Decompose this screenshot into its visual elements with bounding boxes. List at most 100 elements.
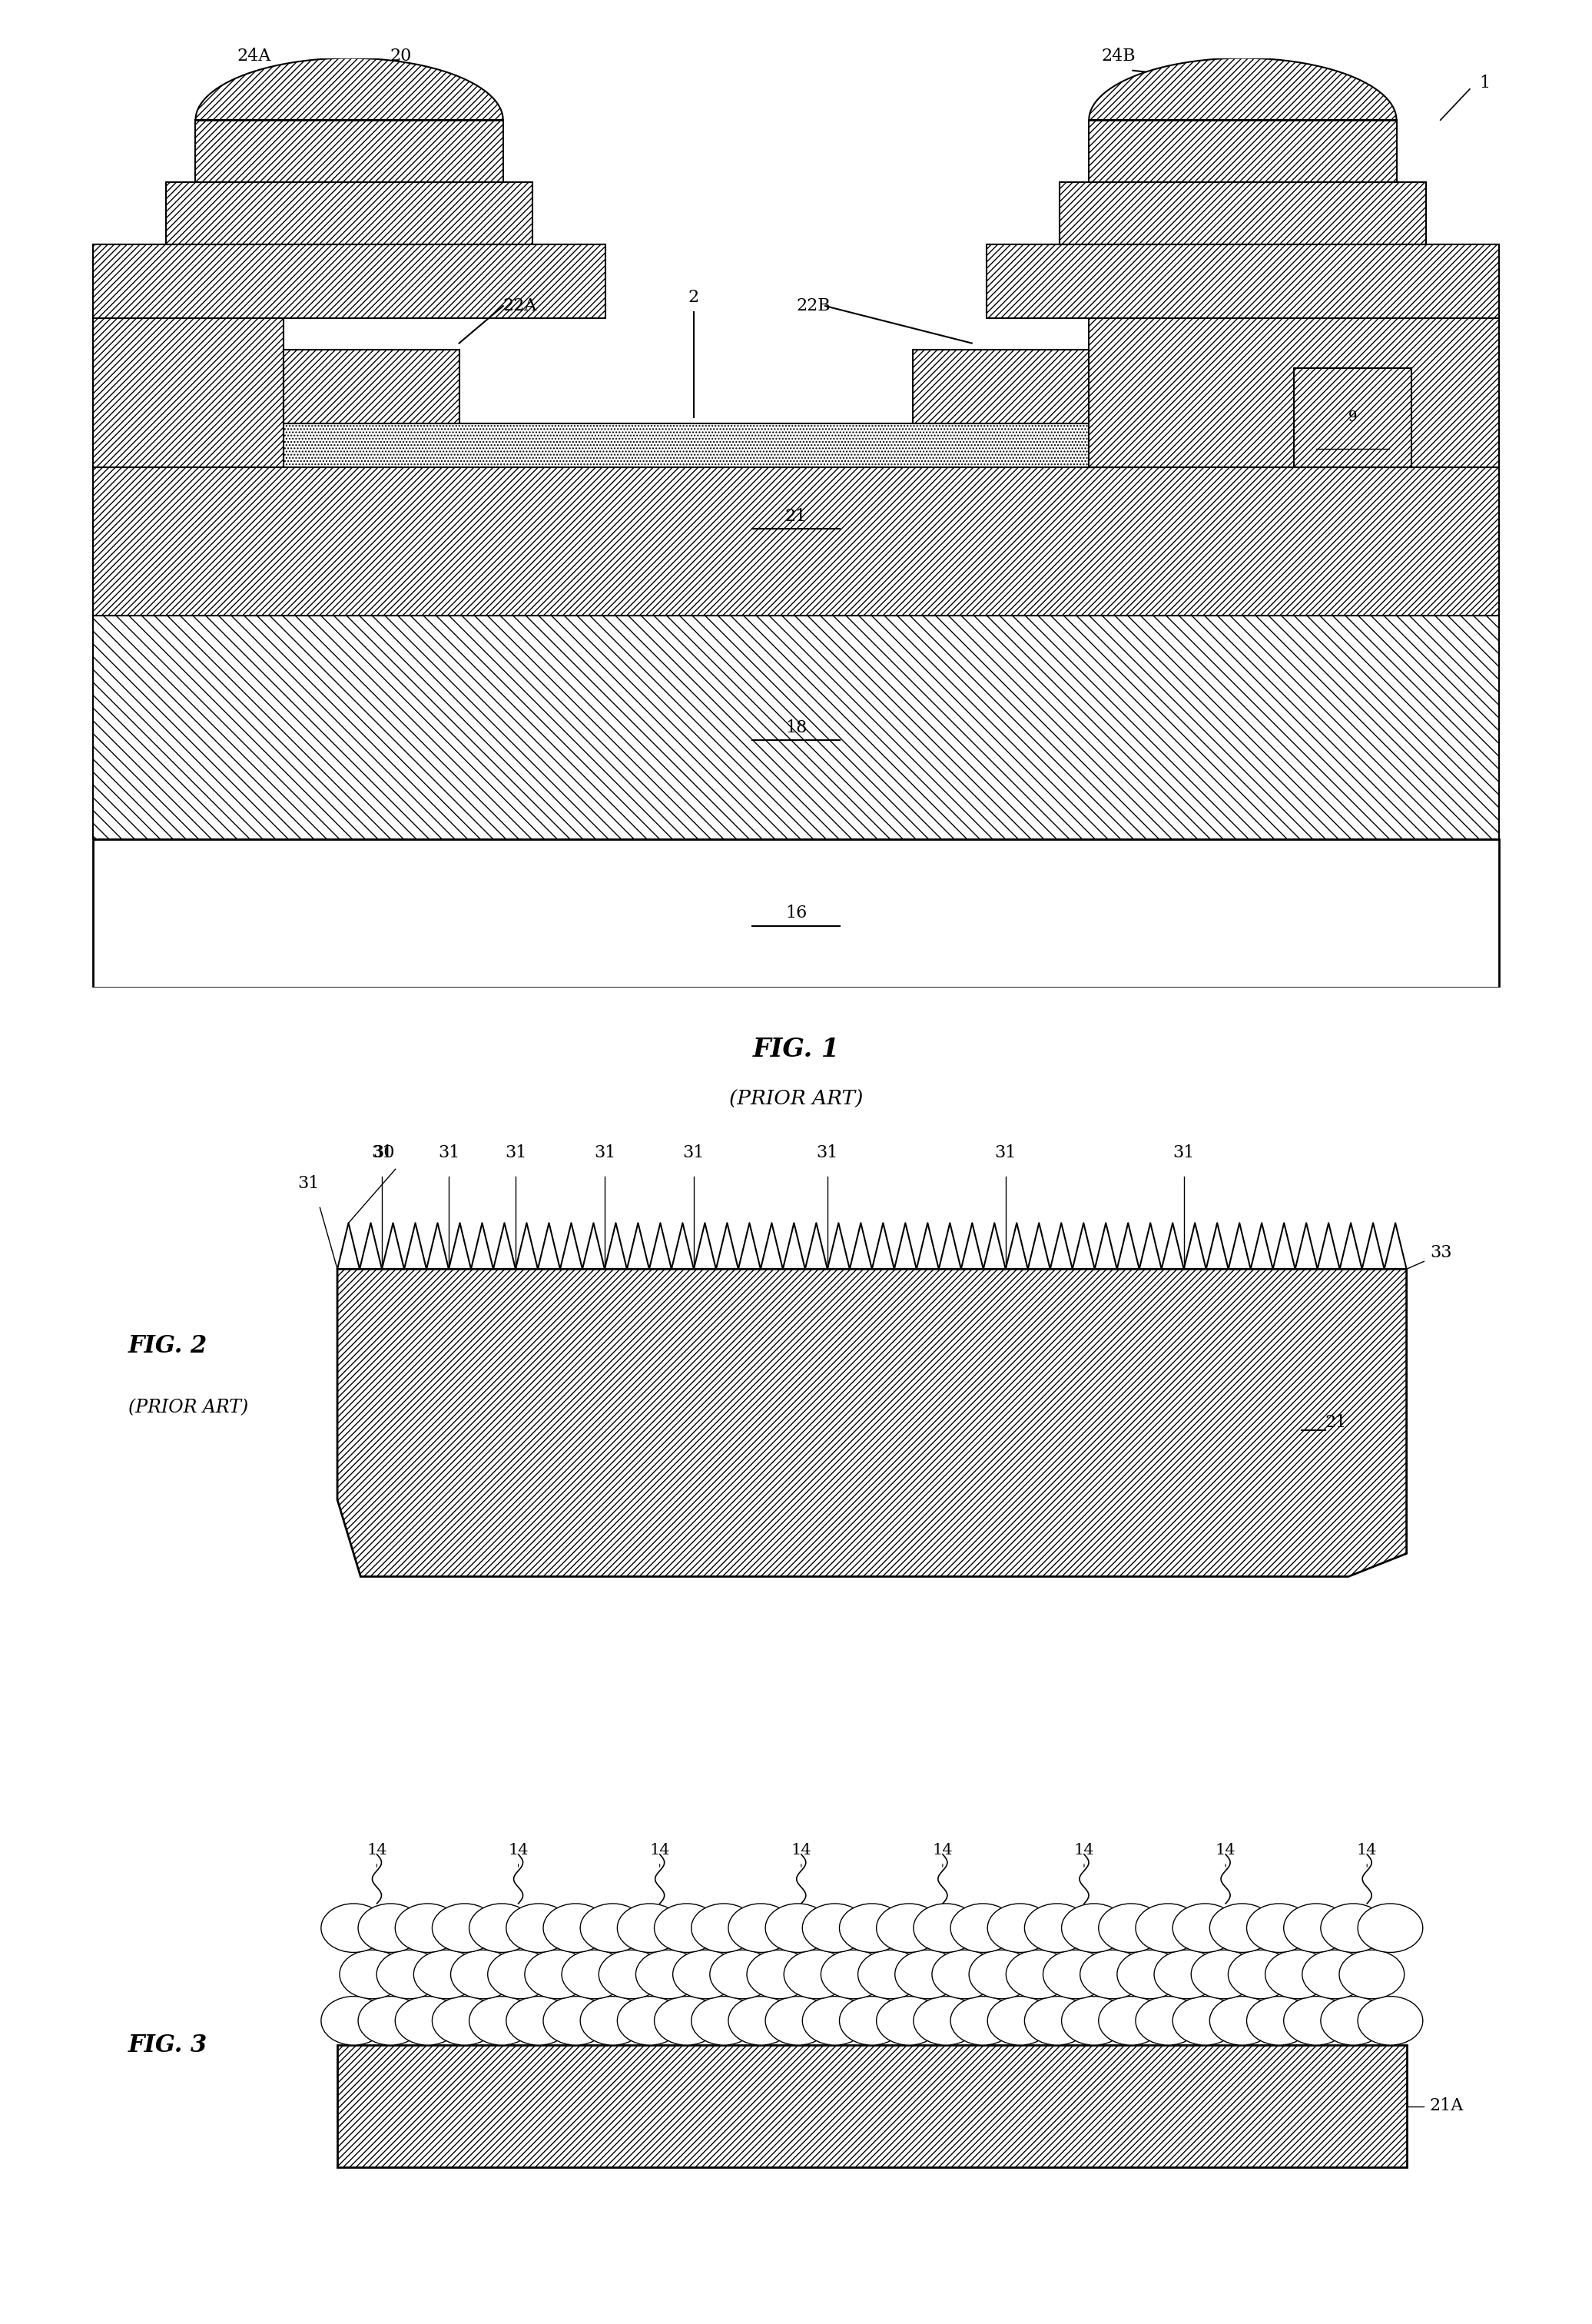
Circle shape [673, 1950, 737, 1999]
Circle shape [654, 1903, 720, 1952]
Circle shape [1321, 1996, 1385, 2045]
Circle shape [802, 1903, 868, 1952]
Circle shape [1358, 1996, 1423, 2045]
Text: 31: 31 [371, 1143, 393, 1162]
Text: 31: 31 [995, 1143, 1016, 1162]
Text: 1: 1 [1479, 74, 1490, 91]
Circle shape [766, 1996, 831, 2045]
Circle shape [1247, 1903, 1312, 1952]
Circle shape [1098, 1903, 1164, 1952]
Polygon shape [196, 58, 503, 121]
Circle shape [1302, 1950, 1368, 1999]
Circle shape [950, 1996, 1016, 2045]
Circle shape [728, 1996, 793, 2045]
Bar [338, 2045, 1407, 2166]
Circle shape [543, 1903, 608, 1952]
Circle shape [543, 1996, 608, 2045]
Text: 16: 16 [785, 904, 807, 923]
Circle shape [654, 1996, 720, 2045]
Text: 14: 14 [933, 1843, 954, 1857]
Circle shape [1266, 1950, 1331, 1999]
Circle shape [877, 1996, 941, 2045]
Circle shape [1135, 1903, 1200, 1952]
Text: 9: 9 [1348, 411, 1356, 425]
Text: 31: 31 [298, 1176, 318, 1192]
Circle shape [821, 1950, 887, 1999]
Circle shape [728, 1903, 793, 1952]
Circle shape [322, 1996, 387, 2045]
Circle shape [691, 1903, 756, 1952]
Bar [92, 318, 283, 467]
Circle shape [506, 1996, 572, 2045]
Circle shape [1062, 1903, 1127, 1952]
Circle shape [914, 1996, 979, 2045]
Circle shape [1118, 1950, 1183, 1999]
Text: 21A: 21A [1430, 2099, 1463, 2115]
Text: 31: 31 [1173, 1143, 1194, 1162]
Text: (PRIOR ART): (PRIOR ART) [129, 1399, 248, 1415]
Text: 14: 14 [508, 1843, 529, 1857]
Circle shape [1006, 1950, 1071, 1999]
Circle shape [339, 1950, 404, 1999]
Circle shape [451, 1950, 516, 1999]
Text: 14: 14 [1075, 1843, 1094, 1857]
Circle shape [525, 1950, 589, 1999]
Circle shape [1358, 1903, 1423, 1952]
Bar [92, 616, 1500, 839]
Text: FIG. 3: FIG. 3 [129, 2034, 207, 2057]
Circle shape [1283, 1996, 1348, 2045]
Circle shape [562, 1950, 627, 1999]
Circle shape [487, 1950, 552, 1999]
Circle shape [691, 1996, 756, 2045]
Circle shape [1062, 1996, 1127, 2045]
Text: 30: 30 [373, 1143, 395, 1162]
Polygon shape [1089, 58, 1396, 121]
Circle shape [1043, 1950, 1108, 1999]
Circle shape [1025, 1903, 1089, 1952]
Circle shape [506, 1903, 572, 1952]
Circle shape [877, 1903, 941, 1952]
Text: 22A: 22A [503, 297, 537, 314]
Circle shape [618, 1996, 683, 2045]
Text: (PRIOR ART): (PRIOR ART) [729, 1090, 863, 1109]
Circle shape [470, 1903, 535, 1952]
Bar [1294, 367, 1411, 467]
Text: 20: 20 [390, 46, 411, 65]
Text: 24B: 24B [1102, 46, 1135, 65]
Text: 14: 14 [650, 1843, 670, 1857]
Circle shape [987, 1996, 1052, 2045]
Bar [914, 349, 1089, 423]
Circle shape [1210, 1996, 1275, 2045]
Circle shape [358, 1903, 423, 1952]
Bar [92, 839, 1500, 988]
Text: 14: 14 [791, 1843, 812, 1857]
Circle shape [1173, 1996, 1237, 2045]
Text: FIG. 1: FIG. 1 [753, 1037, 839, 1062]
Circle shape [1210, 1903, 1275, 1952]
Circle shape [1135, 1996, 1200, 2045]
Bar [283, 423, 1162, 467]
Circle shape [1154, 1950, 1219, 1999]
Circle shape [618, 1903, 683, 1952]
Text: 14: 14 [1215, 1843, 1235, 1857]
Circle shape [802, 1996, 868, 2045]
Circle shape [431, 1903, 497, 1952]
Polygon shape [338, 1269, 1407, 1576]
Circle shape [766, 1903, 831, 1952]
Circle shape [858, 1950, 923, 1999]
Circle shape [1321, 1903, 1385, 1952]
Circle shape [783, 1950, 849, 1999]
Circle shape [1025, 1996, 1089, 2045]
Text: 31: 31 [594, 1143, 616, 1162]
Circle shape [987, 1903, 1052, 1952]
Circle shape [1191, 1950, 1256, 1999]
Circle shape [1173, 1903, 1237, 1952]
Bar [1060, 181, 1426, 244]
Bar [987, 244, 1500, 318]
Circle shape [931, 1950, 997, 1999]
Circle shape [358, 1996, 423, 2045]
Text: 21: 21 [1325, 1415, 1347, 1432]
Circle shape [950, 1903, 1016, 1952]
Circle shape [322, 1903, 387, 1952]
Bar [92, 467, 1500, 616]
